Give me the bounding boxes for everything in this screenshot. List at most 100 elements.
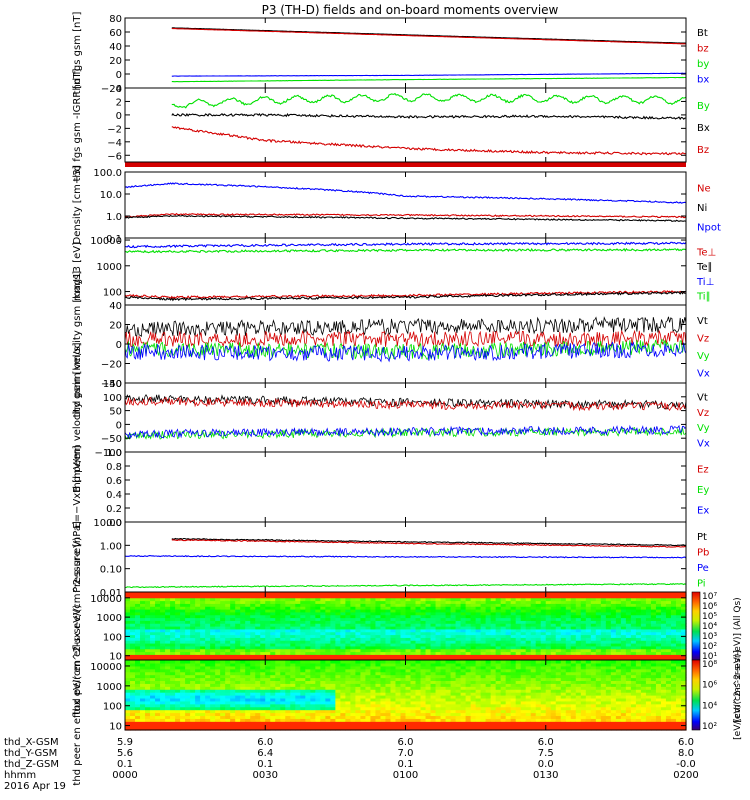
spectrogram-cell	[445, 683, 452, 687]
y-tick-label: 1000	[97, 262, 122, 273]
spectrogram-cell	[185, 657, 191, 661]
spectrogram-cell	[185, 620, 191, 624]
spectrogram-cell	[335, 721, 341, 725]
spectrogram-cell	[585, 620, 592, 624]
spectrogram-cell	[620, 600, 627, 604]
spectrogram-cell	[145, 626, 151, 630]
spectrogram-cell	[330, 692, 336, 696]
spectrogram-cell	[310, 643, 316, 647]
spectrogram-cell	[175, 727, 181, 731]
spectrogram-cell	[430, 721, 437, 725]
spectrogram-cell	[375, 620, 382, 624]
spectrogram-cell	[185, 727, 191, 731]
spectrogram-cell	[390, 594, 397, 599]
spectrogram-cell	[310, 715, 316, 719]
spectrogram-cell	[260, 692, 266, 696]
spectrogram-cell	[490, 703, 497, 708]
spectrogram-cell	[525, 640, 532, 644]
spectrogram-cell	[460, 660, 467, 664]
spectrogram-cell	[375, 643, 382, 647]
spectrogram-cell	[590, 603, 597, 607]
spectrogram-cell	[165, 680, 171, 684]
spectrogram-cell	[190, 623, 196, 627]
spectrogram-cell	[290, 665, 296, 670]
legend-entry: Vt	[697, 316, 708, 327]
spectrogram-cell	[485, 600, 492, 604]
spectrogram-cell	[615, 654, 622, 658]
spectrogram-cell	[350, 651, 357, 655]
spectrogram-cell	[410, 700, 417, 705]
spectrogram-cell	[530, 686, 537, 690]
spectrogram-cell	[310, 709, 316, 714]
y-tick-label: 50	[109, 407, 122, 418]
spectrogram-cell	[605, 611, 612, 616]
spectrogram-cell	[365, 626, 372, 630]
spectrogram-cell	[200, 715, 206, 719]
spectrogram-cell	[370, 606, 377, 610]
spectrogram-cell	[365, 660, 372, 664]
spectrogram-cell	[475, 606, 482, 610]
spectrogram-cell	[530, 645, 537, 650]
spectrogram-cell	[500, 715, 507, 719]
spectrogram-cell	[280, 597, 286, 602]
spectrogram-cell	[515, 700, 522, 705]
spectrogram-cell	[305, 712, 311, 717]
spectrogram-cell	[255, 706, 261, 711]
spectrogram-cell	[630, 603, 637, 607]
spectrogram-cell	[600, 643, 607, 647]
spectrogram-cell	[165, 609, 171, 613]
spectrogram-cell	[345, 597, 351, 602]
spectrogram-cell	[405, 600, 412, 604]
spectrogram-cell	[360, 592, 367, 596]
spectrogram-cell	[220, 706, 226, 711]
spectrogram-cell	[410, 623, 417, 627]
spectrogram-cell	[440, 712, 447, 717]
spectrogram-cell	[440, 640, 447, 644]
legend-entry: Npot	[697, 222, 721, 233]
spectrogram-cell	[315, 654, 321, 658]
spectrogram-cell	[160, 617, 166, 621]
spectrogram-cell	[495, 609, 502, 613]
spectrogram-cell	[130, 643, 136, 647]
spectrogram-cell	[200, 634, 206, 638]
spectrogram-cell	[520, 721, 527, 725]
spectrogram-cell	[480, 712, 487, 717]
spectrogram-cell	[505, 631, 512, 636]
spectrogram-cell	[360, 660, 367, 664]
spectrogram-cell	[390, 645, 397, 650]
spectrogram-cell	[205, 668, 211, 673]
spectrogram-cell	[635, 648, 642, 653]
spectrogram-cell	[630, 592, 637, 596]
spectrogram-cell	[140, 600, 146, 604]
spectrogram-cell	[495, 709, 502, 714]
spectrogram-cell	[645, 592, 652, 596]
spectrogram-cell	[410, 654, 417, 658]
spectrogram-cell	[295, 680, 301, 684]
spectrogram-cell	[280, 700, 286, 705]
spectrogram-cell	[410, 680, 417, 684]
spectrogram-cell	[565, 603, 572, 607]
spectrogram-cell	[125, 609, 131, 613]
spectrogram-cell	[135, 689, 141, 693]
spectrogram-cell	[655, 634, 662, 638]
spectrogram-cell	[425, 614, 432, 619]
spectrogram-cell	[145, 709, 151, 714]
spectrogram-cell	[245, 700, 251, 705]
spectrogram-cell	[650, 628, 657, 633]
spectrogram-cell	[295, 651, 301, 655]
spectrogram-cell	[345, 727, 351, 731]
spectrogram-cell	[165, 626, 171, 630]
spectrogram-cell	[190, 709, 196, 714]
spectrogram-cell	[320, 665, 326, 670]
spectrogram-cell	[645, 609, 652, 613]
spectrogram-cell	[605, 623, 612, 627]
spectrogram-cell	[160, 712, 166, 717]
spectrogram-cell	[175, 648, 181, 653]
spectrogram-cell	[475, 683, 482, 687]
spectrogram-cell	[595, 628, 602, 633]
spectrogram-cell	[390, 677, 397, 682]
spectrogram-cell	[550, 657, 557, 661]
spectrogram-cell	[180, 715, 186, 719]
spectrogram-cell	[140, 623, 146, 627]
spectrogram-cell	[255, 715, 261, 719]
